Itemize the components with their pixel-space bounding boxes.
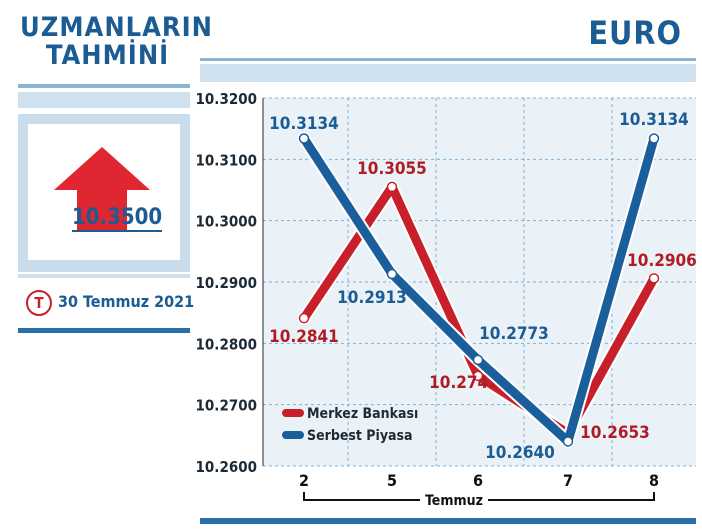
currency-title: EURO <box>588 14 682 52</box>
x-tick-label: 6 <box>473 471 483 490</box>
y-tick-label: 10.2900 <box>196 274 257 292</box>
left-bottom-bar <box>18 328 190 333</box>
data-label: 10.3134 <box>269 114 339 134</box>
data-point <box>562 436 574 447</box>
data-label: 10.3055 <box>357 159 427 179</box>
x-tick-label: 8 <box>649 471 659 490</box>
y-tick-label: 10.3200 <box>196 90 257 108</box>
y-tick-label: 10.3000 <box>196 213 257 231</box>
forecast-box: 10.3500 <box>18 114 190 272</box>
data-label: 10.2640 <box>485 443 555 463</box>
data-label: 10.2906 <box>627 251 697 271</box>
forecast-date: 30 Temmuz 2021 <box>58 292 195 311</box>
data-point <box>298 312 310 324</box>
left-title-underline <box>18 84 190 88</box>
up-arrow-icon <box>54 147 150 232</box>
t-logo-icon: T <box>26 290 52 316</box>
forecast-value: 10.3500 <box>72 205 163 232</box>
right-header-band <box>200 64 696 82</box>
legend-item: Serbest Piyasa <box>282 428 413 444</box>
x-tick-label: 2 <box>299 471 309 490</box>
legend-label: Merkez Bankası <box>307 406 418 422</box>
data-point <box>386 181 398 193</box>
x-axis-bracket <box>303 492 655 501</box>
x-axis-label: Temmuz <box>425 493 483 509</box>
data-label: 10.2841 <box>269 327 339 347</box>
y-tick-label: 10.3100 <box>196 151 257 169</box>
data-label: 10.2747 <box>429 373 499 393</box>
data-point <box>386 268 398 280</box>
data-point <box>298 133 310 144</box>
data-label: 10.3134 <box>619 110 689 130</box>
x-tick-label: 5 <box>387 471 397 490</box>
y-tick-label: 10.2800 <box>196 335 257 353</box>
left-title-line1: UZMANLARIN <box>20 12 213 43</box>
right-title-underline <box>200 58 696 61</box>
y-tick-label: 10.2600 <box>196 458 257 476</box>
x-tick-label: 7 <box>563 471 573 490</box>
left-header-band <box>18 92 190 108</box>
data-point <box>472 354 484 366</box>
data-point <box>648 133 660 144</box>
data-point <box>472 370 484 382</box>
y-tick-label: 10.2700 <box>196 397 257 415</box>
date-row: T 30 Temmuz 2021 <box>22 288 195 318</box>
chart-bottom-bar <box>200 518 696 524</box>
data-label: 10.2773 <box>479 324 549 344</box>
left-title-line2: TAHMİNİ <box>46 40 170 71</box>
left-title: UZMANLARIN TAHMİNİ <box>18 12 213 82</box>
left-divider <box>18 274 190 278</box>
legend-label: Serbest Piyasa <box>307 428 413 444</box>
data-label: 10.2653 <box>580 423 650 443</box>
data-point <box>648 273 660 284</box>
forecast-inner: 10.3500 <box>28 124 180 260</box>
legend-item: Merkez Bankası <box>282 406 418 422</box>
data-label: 10.2913 <box>337 288 407 308</box>
